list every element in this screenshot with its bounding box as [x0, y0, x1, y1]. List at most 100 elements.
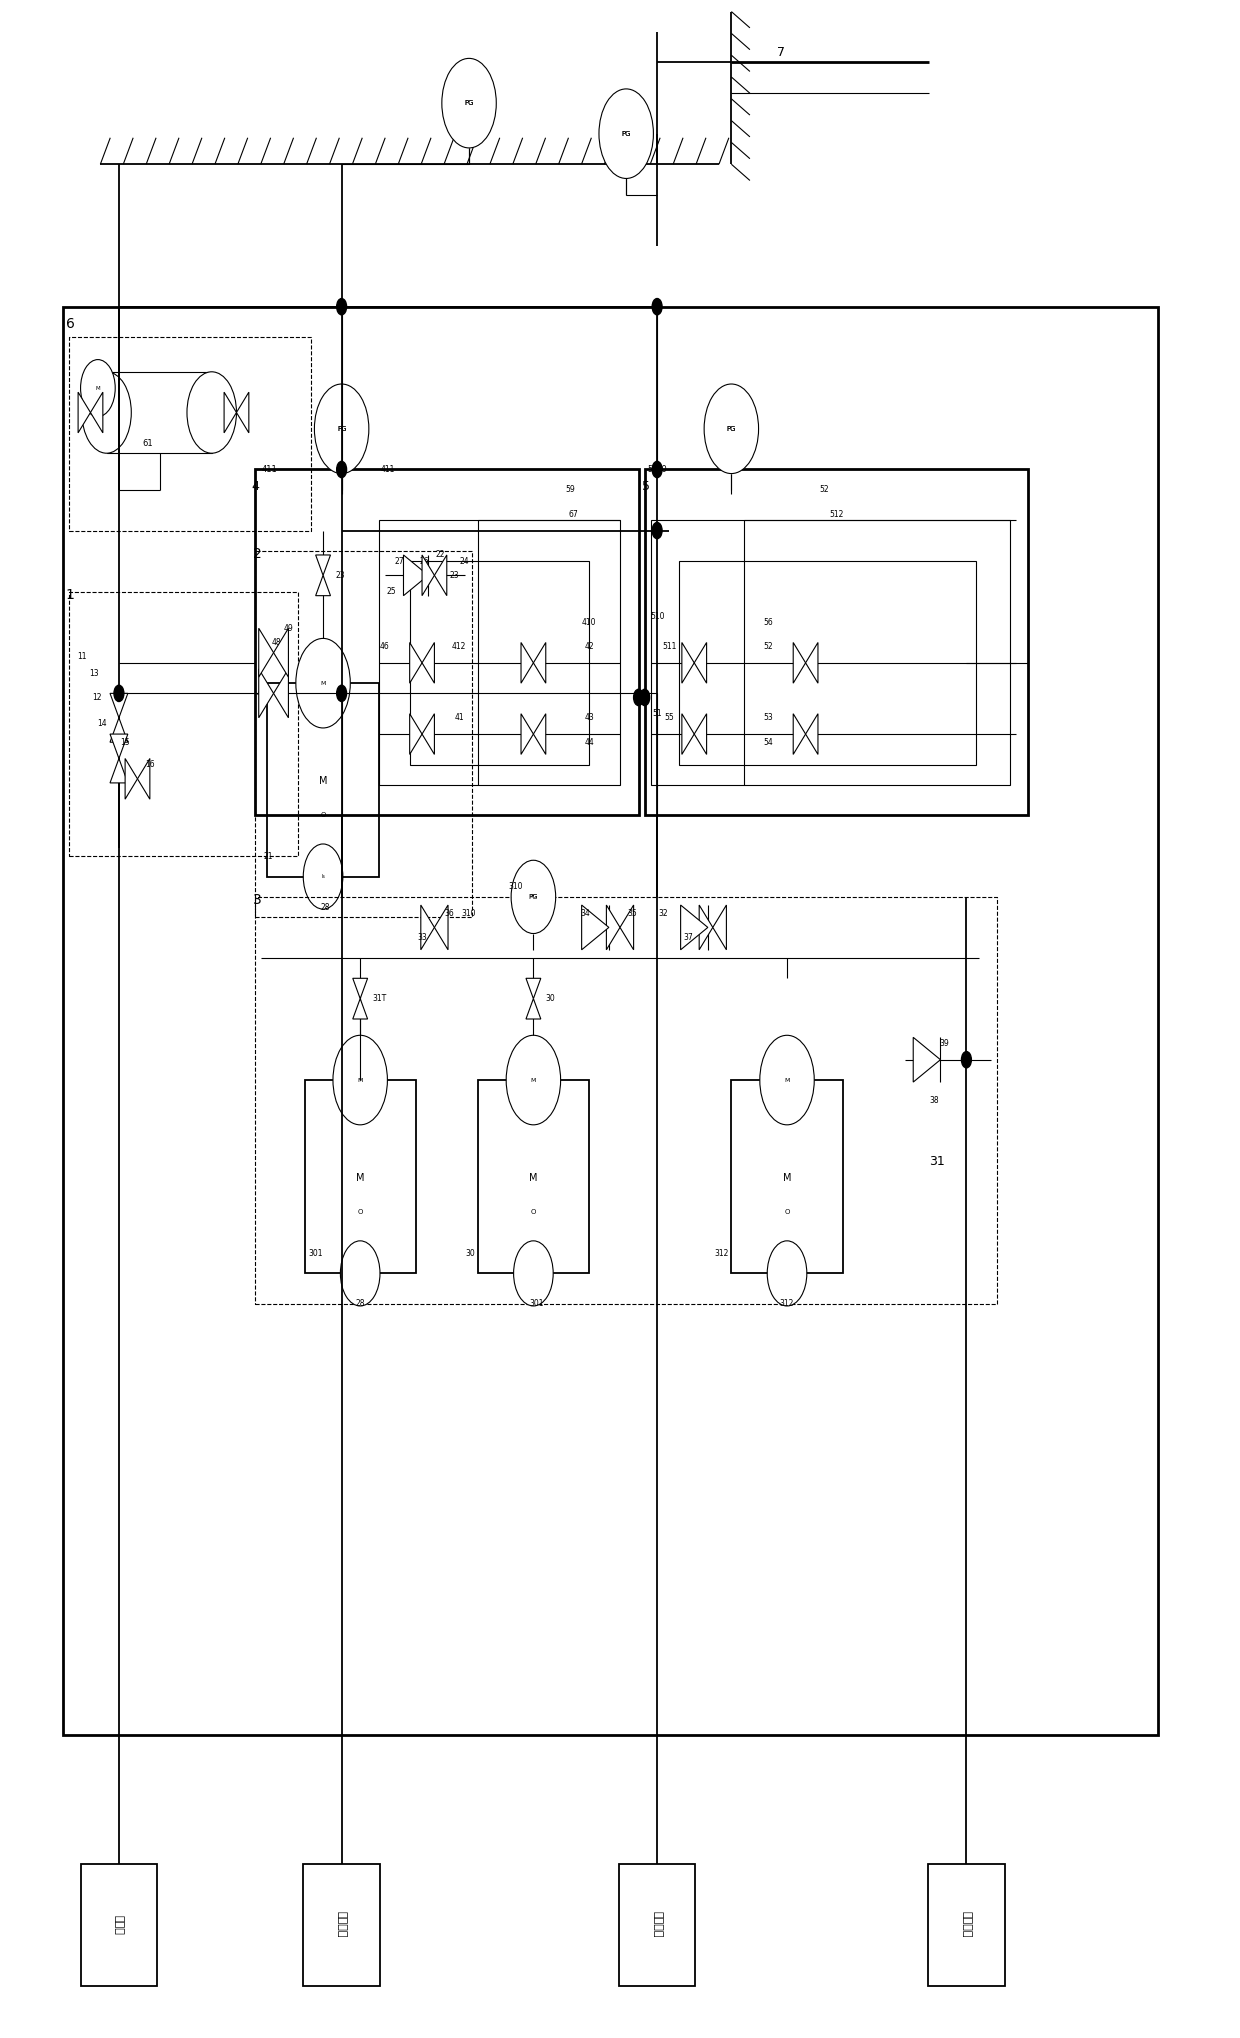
- Circle shape: [315, 383, 368, 473]
- Bar: [732, 1080, 843, 1274]
- Polygon shape: [606, 905, 620, 950]
- Text: 59: 59: [565, 485, 575, 495]
- Text: 52: 52: [820, 485, 830, 495]
- Bar: [81, 1863, 157, 1985]
- Text: 24: 24: [459, 556, 469, 567]
- Polygon shape: [681, 905, 708, 950]
- Circle shape: [760, 1035, 815, 1125]
- Polygon shape: [521, 642, 533, 683]
- Bar: [69, 591, 299, 856]
- Text: M: M: [356, 1172, 365, 1182]
- Polygon shape: [224, 391, 237, 432]
- Text: PG: PG: [464, 100, 474, 106]
- Polygon shape: [699, 905, 713, 950]
- Text: 5: 5: [642, 479, 650, 493]
- Circle shape: [599, 90, 653, 179]
- Bar: [378, 520, 620, 785]
- Circle shape: [513, 1241, 553, 1306]
- Polygon shape: [274, 668, 289, 717]
- Text: 410: 410: [582, 618, 596, 626]
- Circle shape: [81, 359, 115, 416]
- Bar: [63, 306, 1158, 1736]
- Text: O: O: [785, 1209, 790, 1215]
- Bar: [477, 1080, 589, 1274]
- Circle shape: [337, 461, 346, 477]
- Text: 44: 44: [584, 738, 594, 746]
- Polygon shape: [526, 978, 541, 999]
- Text: 26: 26: [419, 556, 429, 567]
- Text: 310: 310: [508, 882, 523, 891]
- Circle shape: [82, 371, 131, 452]
- Text: 55: 55: [665, 713, 675, 721]
- Polygon shape: [409, 713, 422, 754]
- Polygon shape: [434, 554, 446, 595]
- Text: 510: 510: [651, 465, 667, 475]
- Circle shape: [187, 371, 237, 452]
- Text: 411: 411: [262, 465, 277, 475]
- Text: 49: 49: [284, 624, 294, 632]
- Bar: [69, 336, 311, 530]
- Bar: [409, 560, 589, 764]
- Text: 510: 510: [647, 465, 662, 475]
- Polygon shape: [694, 642, 707, 683]
- Text: 14: 14: [97, 719, 107, 728]
- Polygon shape: [913, 1037, 940, 1082]
- Polygon shape: [316, 554, 331, 575]
- Text: M: M: [785, 1078, 790, 1082]
- Polygon shape: [259, 668, 274, 717]
- Bar: [619, 1863, 696, 1985]
- Text: 33: 33: [417, 933, 427, 942]
- Polygon shape: [533, 713, 546, 754]
- Text: 6: 6: [66, 318, 74, 330]
- Polygon shape: [91, 391, 103, 432]
- Text: 第七液体: 第七液体: [961, 1912, 971, 1938]
- Polygon shape: [110, 693, 128, 717]
- Circle shape: [961, 1052, 971, 1068]
- Text: 46: 46: [379, 642, 389, 650]
- Polygon shape: [110, 717, 128, 742]
- Text: M: M: [529, 1172, 538, 1182]
- Text: 301: 301: [529, 1300, 544, 1308]
- Polygon shape: [352, 978, 367, 999]
- Bar: [255, 897, 997, 1304]
- Circle shape: [652, 298, 662, 314]
- Polygon shape: [533, 642, 546, 683]
- Text: PG: PG: [337, 426, 346, 432]
- Polygon shape: [434, 905, 448, 950]
- Polygon shape: [422, 642, 434, 683]
- Text: 39: 39: [939, 1039, 949, 1048]
- Text: 7: 7: [776, 45, 785, 59]
- Text: 30: 30: [465, 1249, 475, 1257]
- Text: 45: 45: [257, 689, 267, 697]
- Text: 510: 510: [650, 611, 665, 620]
- Bar: [680, 560, 976, 764]
- Polygon shape: [526, 999, 541, 1019]
- Text: PG: PG: [727, 426, 737, 432]
- Text: 23: 23: [336, 571, 345, 581]
- Text: 38: 38: [929, 1096, 939, 1105]
- Polygon shape: [682, 713, 694, 754]
- Text: 30: 30: [546, 995, 556, 1003]
- Circle shape: [441, 59, 496, 149]
- Text: M: M: [531, 1078, 536, 1082]
- Circle shape: [337, 685, 346, 701]
- Text: PG: PG: [621, 130, 631, 137]
- Polygon shape: [694, 713, 707, 754]
- Circle shape: [337, 298, 346, 314]
- Polygon shape: [274, 628, 289, 677]
- Bar: [107, 371, 212, 452]
- Text: 301: 301: [309, 1249, 322, 1257]
- Polygon shape: [420, 905, 434, 950]
- Text: 16: 16: [145, 760, 155, 768]
- Circle shape: [652, 522, 662, 538]
- Text: M: M: [319, 776, 327, 787]
- Text: 28: 28: [356, 1300, 365, 1308]
- Polygon shape: [582, 905, 609, 950]
- Text: 61: 61: [143, 438, 153, 448]
- Polygon shape: [682, 642, 694, 683]
- Text: 67: 67: [568, 510, 578, 520]
- Polygon shape: [125, 758, 138, 799]
- Polygon shape: [713, 905, 727, 950]
- Text: 512: 512: [830, 510, 843, 520]
- Text: PG: PG: [727, 426, 737, 432]
